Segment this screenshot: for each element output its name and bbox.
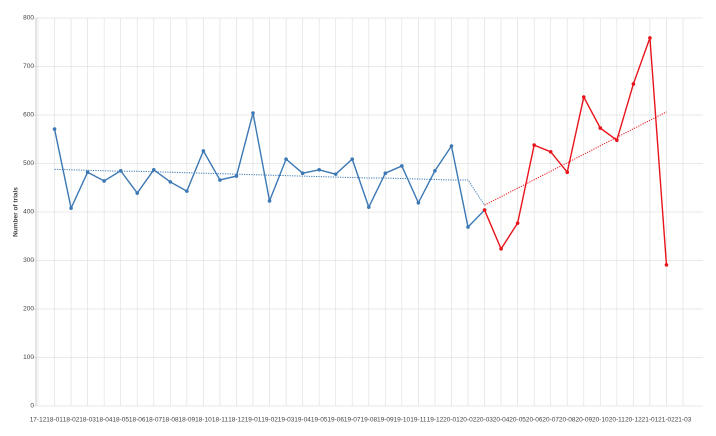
- x-tick-label: 20-11: [609, 417, 626, 424]
- data-point: [548, 150, 553, 154]
- x-tick-label: 20-05: [509, 417, 526, 424]
- data-point: [515, 221, 520, 225]
- data-point: [581, 95, 586, 99]
- x-tick-label: 21-02: [658, 417, 675, 424]
- x-tick-label: 17-12: [30, 417, 47, 424]
- data-point: [648, 36, 652, 40]
- data-point: [201, 149, 206, 153]
- series-line: [483, 37, 668, 265]
- x-tick-label: 21-03: [675, 417, 692, 424]
- data-point: [532, 143, 536, 147]
- data-point: [400, 164, 404, 168]
- y-axis-label: Number of trials: [13, 187, 20, 237]
- x-tick-label: 20-07: [542, 417, 559, 424]
- data-point: [433, 168, 437, 173]
- x-tick-label: 18-02: [63, 417, 80, 424]
- x-tick-label: 18-03: [79, 417, 96, 424]
- x-tick-label: 21-01: [642, 417, 659, 424]
- data-point: [366, 205, 371, 209]
- x-tick-label: 19-08: [360, 417, 377, 424]
- x-tick-label: 19-04: [294, 417, 311, 424]
- x-tick-label: 18-06: [129, 417, 146, 424]
- x-tick-label: 18-05: [112, 417, 129, 424]
- x-tick-label: 19-11: [410, 417, 427, 424]
- y-tick-label: 400: [23, 209, 34, 216]
- x-tick-label: 18-10: [195, 417, 212, 424]
- x-tick-label: 19-05: [311, 417, 328, 424]
- y-tick-label: 700: [23, 63, 34, 70]
- data-point: [151, 168, 156, 172]
- data-point: [317, 168, 321, 172]
- data-point: [52, 127, 57, 131]
- x-tick-label: 19-01: [245, 417, 262, 424]
- data-point: [664, 263, 669, 267]
- data-point: [300, 171, 305, 175]
- data-point: [350, 157, 355, 161]
- data-point: [102, 179, 106, 183]
- x-tick-label: 19-10: [394, 417, 411, 424]
- x-tick-label: 20-08: [559, 417, 576, 424]
- data-point: [449, 144, 454, 148]
- data-point: [234, 174, 239, 178]
- y-tick-label: 800: [23, 15, 34, 22]
- data-point: [499, 247, 503, 251]
- data-point: [631, 82, 636, 86]
- data-point: [185, 189, 189, 193]
- x-tick-label: 19-06: [327, 417, 344, 424]
- data-point: [118, 168, 123, 173]
- data-point: [85, 170, 90, 175]
- x-tick-label: 20-10: [592, 417, 609, 424]
- data-point: [466, 225, 470, 229]
- y-tick-label: 100: [23, 354, 34, 361]
- x-tick-label: 20-04: [493, 417, 510, 424]
- x-tick-label: 19-12: [427, 417, 444, 424]
- data-point: [69, 206, 73, 210]
- data-point: [284, 157, 288, 161]
- x-tick-label: 18-07: [145, 417, 162, 424]
- y-tick-label: 500: [23, 160, 34, 167]
- y-tick-label: 0: [30, 403, 34, 410]
- y-tick-label: 200: [23, 306, 34, 313]
- x-tick-label: 19-09: [377, 417, 394, 424]
- x-tick-label: 20-09: [575, 417, 592, 424]
- data-point: [168, 180, 173, 184]
- data-point: [383, 171, 388, 175]
- x-tick-label: 20-01: [443, 417, 460, 424]
- data-point: [135, 191, 140, 195]
- x-tick-label: 20-03: [476, 417, 493, 424]
- trend-line: [484, 111, 667, 206]
- data-point: [565, 170, 570, 175]
- y-tick-label: 600: [23, 112, 34, 119]
- data-point: [267, 199, 272, 203]
- data-point: [333, 172, 338, 176]
- data-point: [598, 126, 603, 130]
- x-tick-label: 18-12: [228, 417, 245, 424]
- x-tick-label: 18-04: [96, 417, 113, 424]
- x-tick-label: 18-01: [46, 417, 63, 424]
- x-tick-label: 20-06: [526, 417, 543, 424]
- data-point: [482, 208, 487, 212]
- x-tick-label: 18-11: [212, 417, 229, 424]
- x-tick-label: 20-12: [625, 417, 642, 424]
- x-tick-label: 19-03: [278, 417, 295, 424]
- x-tick-label: 18-08: [162, 417, 179, 424]
- x-tick-label: 19-07: [344, 417, 361, 424]
- data-point: [416, 200, 421, 205]
- trend-line: [54, 168, 485, 206]
- x-tick-label: 20-02: [460, 417, 477, 424]
- x-tick-label: 18-09: [179, 417, 196, 424]
- x-tick-label: 19-02: [261, 417, 278, 424]
- data-point: [218, 178, 222, 182]
- y-tick-label: 300: [23, 257, 34, 264]
- data-point: [615, 138, 619, 143]
- data-point: [251, 111, 255, 115]
